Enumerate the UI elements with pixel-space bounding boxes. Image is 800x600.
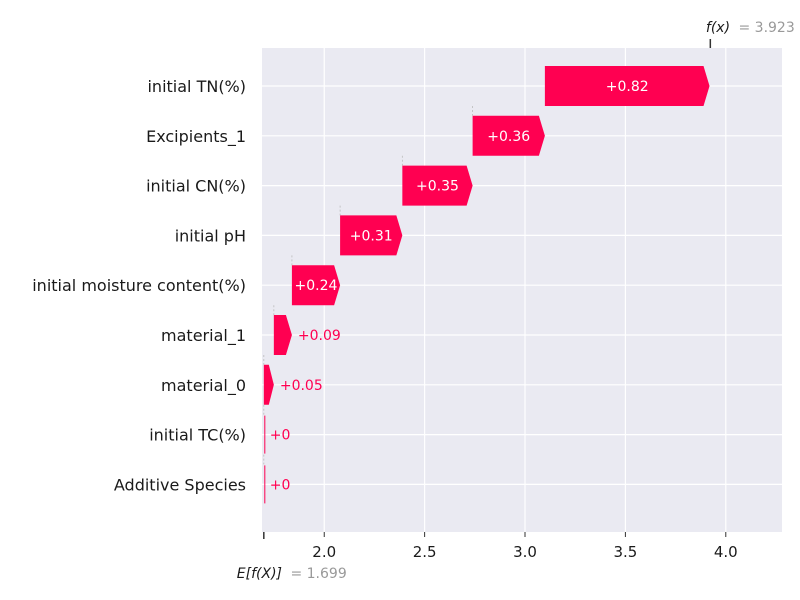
x-tick-label: 2.5 xyxy=(413,543,437,561)
bar: +0 xyxy=(263,454,291,504)
bar-shape xyxy=(273,315,292,355)
feature-label: Excipients_1 xyxy=(146,127,246,147)
bar-value-label: +0 xyxy=(270,477,291,493)
bar-value-label: +0.82 xyxy=(606,79,649,95)
bar: +0.35 xyxy=(401,155,473,206)
bar: +0.82 xyxy=(544,66,710,106)
feature-label: material_0 xyxy=(161,376,246,396)
feature-label: initial CN(%) xyxy=(146,177,246,196)
final-value-annotation: f(x) = 3.923 xyxy=(706,20,795,48)
feature-label: material_1 xyxy=(161,326,246,346)
bar-value-label: +0.35 xyxy=(416,179,459,195)
bar-value-label: +0.09 xyxy=(298,328,341,344)
bar: +0.24 xyxy=(291,255,341,306)
bar-value-label: +0.31 xyxy=(350,228,393,244)
bar: +0.31 xyxy=(339,205,403,256)
bar-shape xyxy=(340,215,403,256)
bar: +0.09 xyxy=(273,305,341,355)
bar: +0.05 xyxy=(263,355,323,405)
x-axis: 2.0 2.5 3.0 3.5 4.0 xyxy=(263,532,738,561)
bars: +0.82 +0.36 +0.35 +0.31 +0.24 +0.09 +0.05 +0 +0 xyxy=(263,66,710,504)
x-tick-label: 3.0 xyxy=(513,543,537,561)
x-tick-label: 2.0 xyxy=(312,543,336,561)
feature-label: Additive Species xyxy=(114,475,246,494)
x-tick-label: 3.5 xyxy=(613,543,637,561)
bar-value-label: +0.24 xyxy=(295,278,338,294)
final-value-label: f(x) = 3.923 xyxy=(706,20,795,36)
bar-shape xyxy=(291,265,341,306)
bar-shape xyxy=(544,66,710,106)
feature-label: initial TC(%) xyxy=(149,426,246,445)
bar-value-label: +0.36 xyxy=(487,129,530,145)
bar: +0 xyxy=(263,404,291,454)
bar: +0.36 xyxy=(472,106,545,156)
bar-value-label: +0.05 xyxy=(280,378,323,394)
bar-value-label: +0 xyxy=(270,428,291,444)
bar-shape xyxy=(263,364,274,405)
bar-shape xyxy=(472,115,545,156)
feature-label: initial TN(%) xyxy=(147,77,246,96)
bar-shape xyxy=(402,165,473,206)
x-tick-label: 4.0 xyxy=(714,543,738,561)
base-value-annotation: E[f(X)] = 1.699 xyxy=(237,566,347,582)
feature-label: initial pH xyxy=(175,226,246,245)
base-value-label: E[f(X)] = 1.699 xyxy=(237,566,347,582)
feature-label: initial moisture content(%) xyxy=(32,276,246,295)
